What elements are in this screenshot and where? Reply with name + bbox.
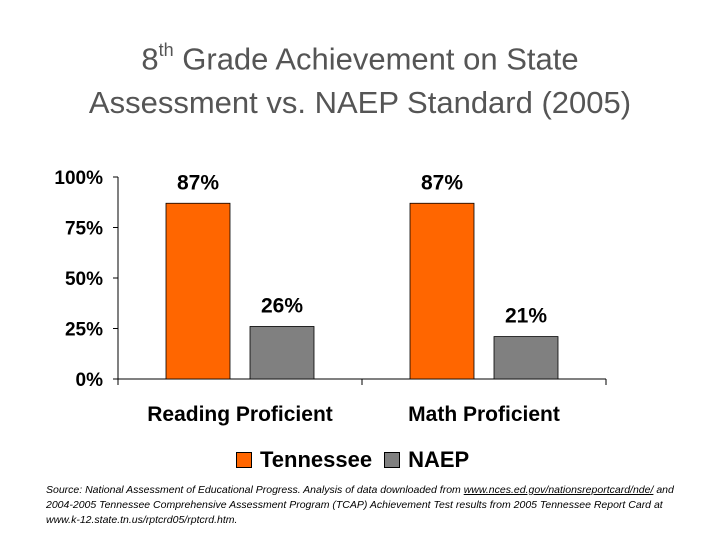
bar-naep-1 xyxy=(493,336,559,380)
legend-swatch-naep xyxy=(384,452,401,468)
data-label-tennessee-0: 87% xyxy=(177,171,219,194)
source-citation: Source: National Assessment of Education… xyxy=(46,483,686,528)
bar-naep-0 xyxy=(249,326,315,380)
title-line-1-text: Grade Achievement on State xyxy=(173,41,579,77)
title-line-2: Assessment vs. NAEP Standard (2005) xyxy=(88,85,632,121)
bar-tennessee-1 xyxy=(409,202,475,380)
source-prefix: Source: National Assessment of Education… xyxy=(46,484,461,496)
source-link[interactable]: www.nces.ed.gov/nationsreportcard/nde/ xyxy=(463,484,654,496)
source-suffix: and 2004-2005 Tennessee Comprehensive As… xyxy=(46,484,674,526)
chart-legend: Tennessee NAEP xyxy=(236,447,481,473)
chart-labels: 100% 75% 50% 25% 0% 87% 26% Reading Proficient 8… xyxy=(54,168,559,426)
legend-item-tennessee: Tennessee xyxy=(236,447,372,473)
data-label-tennessee-1: 87% xyxy=(421,171,463,194)
bar-tennessee-0 xyxy=(165,202,231,380)
y-tick-label-50: 50% xyxy=(65,269,103,290)
chart-bars xyxy=(165,202,559,380)
title-line-1: 8th Grade Achievement on State xyxy=(0,30,720,81)
data-label-naep-1: 21% xyxy=(505,305,547,328)
category-label-1: Math Proficient xyxy=(408,403,560,426)
y-tick-label-75: 75% xyxy=(65,219,103,240)
data-label-naep-0: 26% xyxy=(261,294,303,317)
legend-item-naep: NAEP xyxy=(384,447,469,473)
y-tick-label-25: 25% xyxy=(65,320,103,341)
legend-swatch-tennessee xyxy=(236,452,252,468)
y-tick-label-0: 0% xyxy=(76,370,104,391)
slide-title: 8th Grade Achievement on State Assessmen… xyxy=(0,30,720,125)
title-grade-number: 8 xyxy=(141,41,159,77)
legend-label-naep: NAEP xyxy=(408,447,470,472)
y-tick-label-100: 100% xyxy=(54,168,103,189)
title-superscript: th xyxy=(158,40,174,60)
legend-label-tennessee: Tennessee xyxy=(260,447,373,472)
category-label-0: Reading Proficient xyxy=(147,403,333,426)
